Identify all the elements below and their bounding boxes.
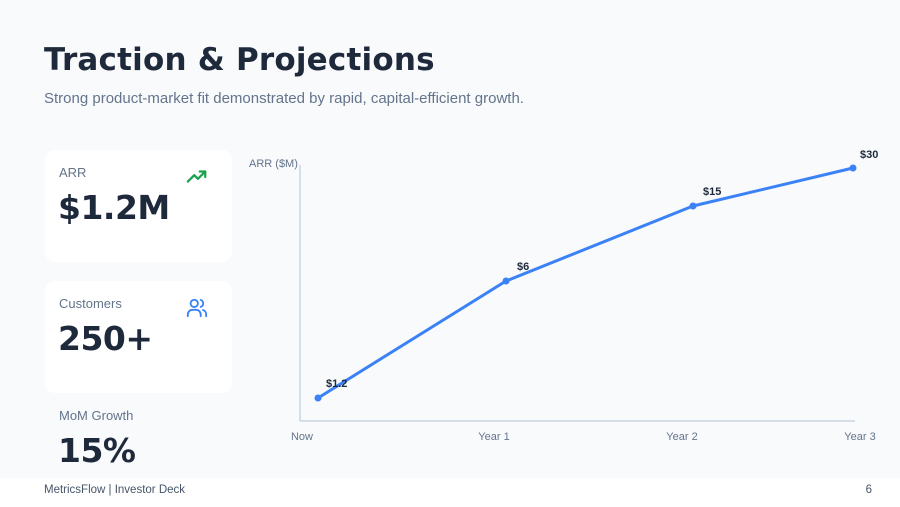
- page-number: 6: [865, 484, 872, 496]
- arr-series-line: [316, 166, 855, 400]
- metric-value: 15%: [58, 431, 136, 470]
- page-title: Traction & Projections: [44, 42, 435, 78]
- footer-brand: MetricsFlow | Investor Deck: [44, 484, 186, 496]
- metric-label: Customers: [59, 296, 122, 311]
- data-point: [502, 277, 510, 285]
- metric-label: ARR: [59, 165, 87, 180]
- x-tick-label: Now: [290, 431, 314, 443]
- metric-label: MoM Growth: [59, 408, 134, 423]
- data-point: [689, 202, 697, 210]
- data-label: $6: [517, 261, 530, 273]
- chart-canvas: [299, 164, 857, 422]
- arr-line-chart: ARR ($M) $1.2 $6 $15 $30 Now Year 1 Year…: [249, 149, 879, 443]
- users-icon: [186, 298, 208, 318]
- data-point: [849, 164, 857, 172]
- y-axis-label: ARR ($M): [249, 158, 298, 170]
- trending-up-icon: [186, 170, 207, 183]
- data-label: $1.2: [326, 378, 348, 390]
- metric-value: $1.2M: [58, 188, 170, 227]
- x-tick-label: Year 3: [844, 431, 876, 443]
- metric-card-customers: Customers 250+: [45, 281, 232, 393]
- footer: MetricsFlow | Investor Deck 6: [0, 478, 900, 507]
- data-label: $15: [703, 186, 722, 198]
- page-subtitle: Strong product-market fit demonstrated b…: [44, 90, 524, 107]
- metric-card-arr: ARR $1.2M: [45, 150, 232, 262]
- data-label: $30: [860, 149, 879, 161]
- x-tick-label: Year 2: [666, 431, 698, 443]
- metric-card-mom-growth: MoM Growth 15%: [45, 393, 232, 505]
- x-tick-label: Year 1: [478, 431, 510, 443]
- data-point: [314, 394, 322, 402]
- metric-value: 250+: [58, 319, 153, 358]
